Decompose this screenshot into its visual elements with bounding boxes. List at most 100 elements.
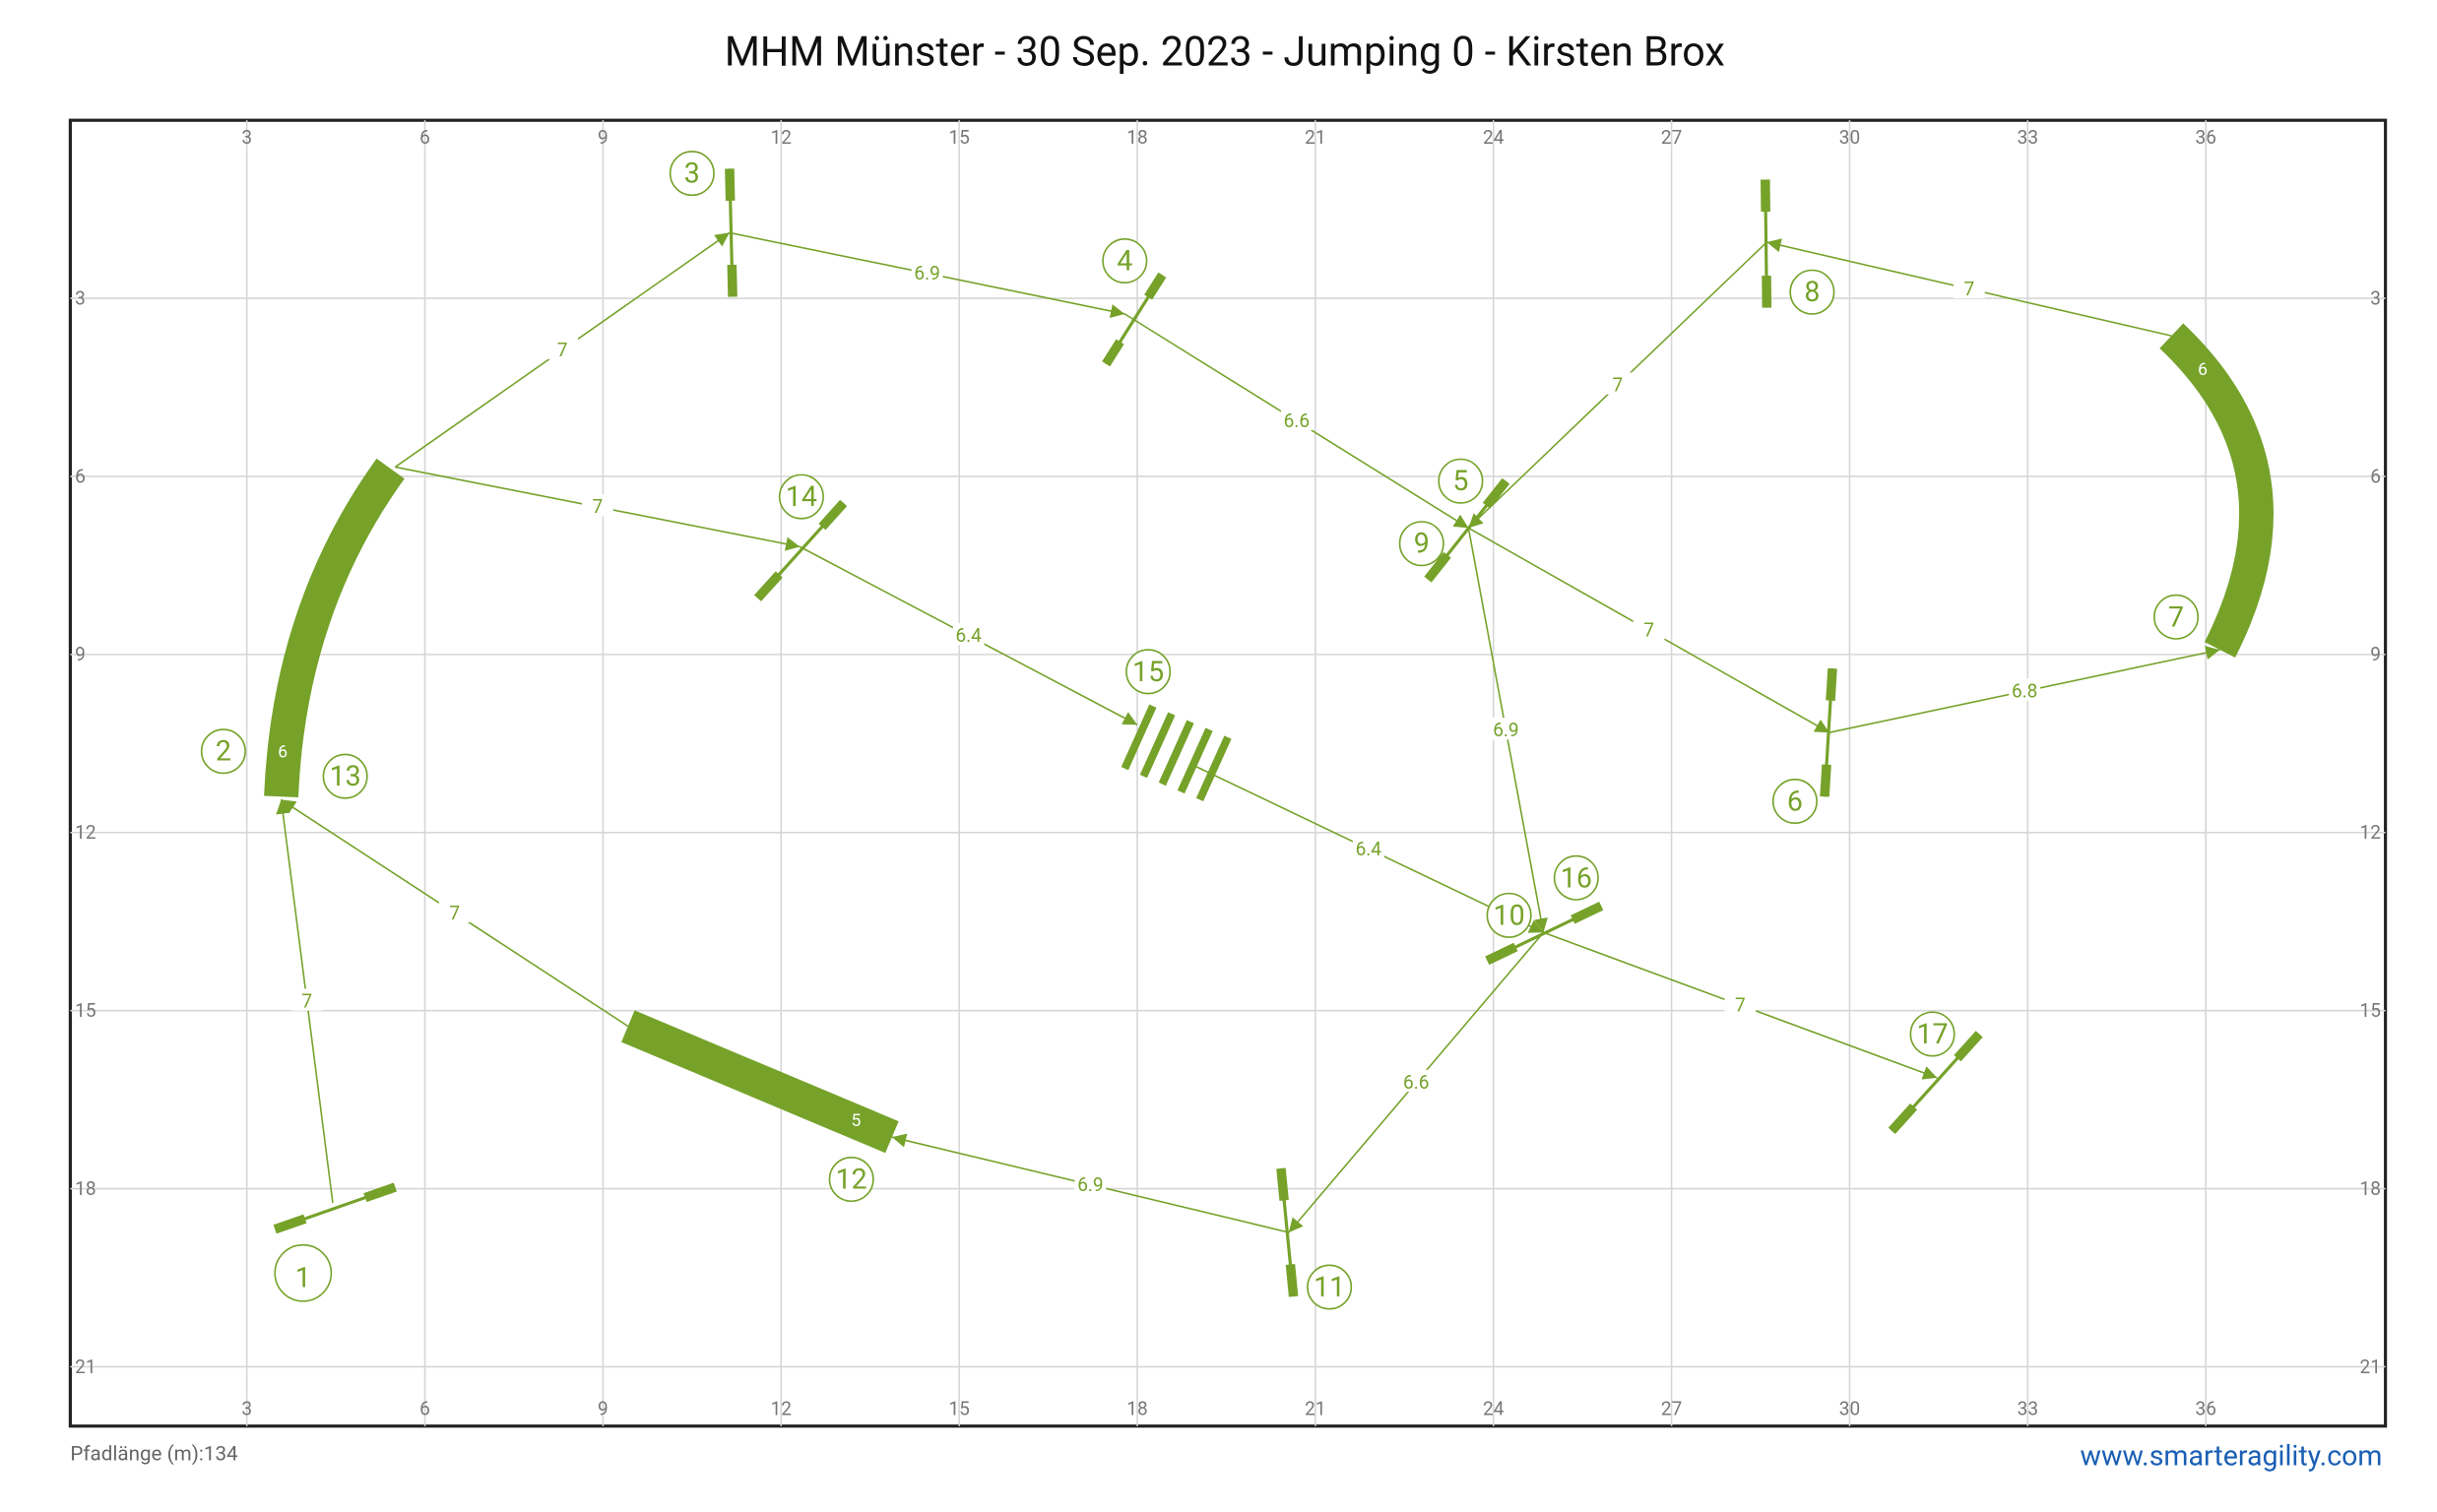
- jump-wing: [1285, 1264, 1299, 1297]
- weave-bar: [1195, 735, 1232, 802]
- distance-bg: [1400, 1069, 1433, 1093]
- x-tick-label: 12: [771, 1398, 792, 1420]
- number-circle: [1789, 269, 1835, 315]
- obstacle-number: 5: [1452, 465, 1468, 497]
- y-tick-label: 9: [75, 643, 86, 665]
- distance-label: 6.4: [1356, 838, 1382, 860]
- distance-bg: [581, 494, 613, 517]
- number-circle: [200, 728, 246, 775]
- obstacle-number: 4: [1117, 245, 1132, 278]
- obstacle-number: 12: [836, 1164, 867, 1196]
- obstacle-number: 14: [786, 480, 817, 513]
- jump-wing: [1826, 667, 1837, 701]
- number-circle: [1909, 1011, 1956, 1057]
- y-tick-label: 18: [75, 1177, 96, 1200]
- distance-label: 6.9: [914, 262, 939, 284]
- tunnel: [2159, 323, 2274, 659]
- x-tick-label: 33: [2018, 1398, 2038, 1420]
- distance-label: 7: [557, 339, 568, 361]
- distance-bg: [1490, 718, 1522, 740]
- distance-bg: [2009, 678, 2041, 701]
- number-circle: [1398, 521, 1444, 567]
- y-tick-label: 21: [2360, 1355, 2381, 1378]
- jump-wing: [1482, 477, 1510, 509]
- obstacle-number: 2: [216, 735, 231, 768]
- obstacle-number: 6: [1787, 786, 1803, 818]
- tunnel: [621, 1010, 899, 1154]
- distance-label: 6.6: [1284, 410, 1310, 432]
- jump-wing: [1424, 551, 1451, 583]
- distance-bg: [1601, 372, 1634, 395]
- distance-bg: [290, 988, 323, 1011]
- number-circle: [1486, 892, 1532, 938]
- x-tick-label: 30: [1839, 1398, 1860, 1420]
- jump-wing: [727, 264, 738, 297]
- number-circle: [2153, 594, 2200, 640]
- jump-wing: [1571, 902, 1604, 924]
- weave-bar: [1139, 712, 1176, 779]
- distance-label: 7: [1735, 993, 1746, 1016]
- jump-wing: [1102, 339, 1124, 367]
- distance-bg: [1280, 408, 1313, 431]
- number-circle: [1438, 458, 1484, 504]
- obstacle-number: 7: [2168, 600, 2184, 633]
- distance-label: 6.9: [1493, 719, 1518, 741]
- distance-bg: [1074, 1171, 1107, 1195]
- y-tick-label: 3: [2370, 286, 2381, 309]
- number-circle: [1553, 854, 1599, 901]
- distance-bg: [546, 337, 579, 359]
- jump-wing: [1485, 942, 1518, 966]
- x-tick-label: 18: [1126, 126, 1147, 149]
- number-circle: [322, 753, 368, 799]
- number-circle: [669, 151, 715, 197]
- y-tick-label: 6: [2370, 465, 2381, 487]
- number-circle: [1102, 237, 1148, 284]
- x-tick-label: 30: [1839, 126, 1860, 149]
- obstacle-number: 10: [1494, 899, 1525, 931]
- distance-bg: [1633, 617, 1665, 640]
- tunnel-length: 6: [278, 743, 288, 763]
- path-length: Pfadlänge (m):134: [70, 1443, 238, 1467]
- obstacle-number: 16: [1561, 861, 1592, 894]
- jump-wing: [1144, 272, 1167, 300]
- y-tick-label: 6: [75, 465, 86, 487]
- site-link[interactable]: www.smarteragility.com: [2081, 1439, 2383, 1472]
- y-tick-label: 3: [75, 286, 86, 309]
- y-tick-label: 12: [2360, 821, 2381, 844]
- x-tick-label: 3: [241, 126, 252, 149]
- title: MHM Münster - 30 Sep. 2023 - Jumping 0 -…: [725, 30, 1725, 77]
- distance-label: 6.6: [1403, 1071, 1429, 1094]
- obstacle-number: 15: [1132, 656, 1164, 688]
- x-tick-label: 33: [2018, 126, 2038, 149]
- tunnel-length: 5: [852, 1111, 862, 1131]
- distance-bg: [911, 260, 943, 284]
- x-tick-label: 21: [1305, 1398, 1325, 1420]
- x-tick-label: 6: [419, 126, 430, 149]
- obstacle-number: 17: [1917, 1018, 1949, 1050]
- tunnel: [264, 458, 405, 797]
- distance-bg: [1953, 276, 1985, 299]
- distance-bg: [438, 900, 471, 922]
- number-circle: [1771, 779, 1818, 825]
- x-tick-label: 12: [771, 126, 792, 149]
- obstacle-number: 9: [1414, 528, 1430, 560]
- jump-wing: [1888, 1103, 1918, 1135]
- distance-label: 6.8: [2012, 679, 2037, 702]
- x-tick-label: 21: [1305, 126, 1325, 149]
- obstacle-number: 11: [1314, 1271, 1345, 1303]
- jump-wing: [818, 499, 848, 531]
- distance-label: 6.4: [955, 624, 982, 647]
- distance-label: 6.9: [1077, 1173, 1103, 1196]
- y-tick-label: 21: [75, 1355, 96, 1378]
- jump-wing: [363, 1182, 397, 1203]
- x-tick-label: 24: [1483, 1398, 1505, 1420]
- number-circle: [828, 1157, 874, 1203]
- x-tick-label: 36: [2196, 1398, 2216, 1420]
- distance-label: 7: [593, 495, 604, 518]
- y-tick-label: 18: [2360, 1177, 2381, 1200]
- jump-wing: [1820, 764, 1831, 797]
- x-tick-label: 9: [598, 126, 609, 149]
- tunnel-length: 6: [2198, 360, 2208, 380]
- jump-wing: [753, 571, 783, 601]
